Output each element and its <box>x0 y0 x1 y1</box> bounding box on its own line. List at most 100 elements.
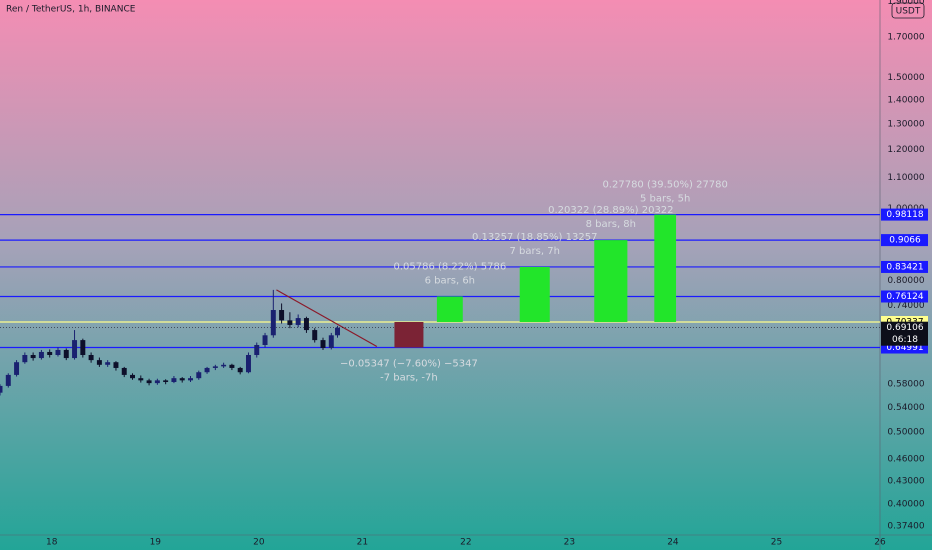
candle-body <box>204 367 210 373</box>
candle-body <box>335 327 340 336</box>
countdown: 06:18 <box>892 335 918 345</box>
level-price-box <box>881 208 928 221</box>
candle-body <box>287 320 293 325</box>
candle-body <box>138 378 144 381</box>
y-tick-label: 0.40000 <box>887 500 924 510</box>
candle-body <box>245 354 251 373</box>
y-tick-label: 0.50000 <box>887 428 924 438</box>
candle-body <box>5 374 11 386</box>
candle-body <box>303 318 309 331</box>
y-tick-label: 0.37400 <box>887 521 924 531</box>
candle-body <box>14 362 20 375</box>
range-bars: 5 bars, 5h <box>640 194 690 205</box>
range-box <box>654 214 677 323</box>
range-box <box>436 296 463 323</box>
candle-body <box>254 344 260 355</box>
candle-body <box>55 349 61 355</box>
y-tick-label: 0.54000 <box>887 403 924 413</box>
x-tick-label: 18 <box>46 538 58 548</box>
candle-body <box>22 354 28 363</box>
range-box <box>594 240 628 323</box>
x-tick-label: 26 <box>874 538 886 548</box>
x-tick-label: 21 <box>357 538 368 548</box>
candle-body <box>130 374 136 379</box>
range-label: −0.05347 (−7.60%) −5347 <box>340 359 478 370</box>
candle-body <box>0 385 3 393</box>
candle-body <box>262 335 268 345</box>
trendline <box>276 289 378 347</box>
candle-body <box>312 330 318 341</box>
y-tick-label: 1.30000 <box>887 119 924 129</box>
candle-body <box>237 367 243 373</box>
x-tick-label: 20 <box>253 538 265 548</box>
candle-body <box>121 367 127 375</box>
candle-body <box>96 360 102 365</box>
candle-body <box>171 378 177 383</box>
candle-body <box>188 378 193 381</box>
candle-body <box>63 349 69 359</box>
y-tick-label: 0.58000 <box>887 380 924 390</box>
level-price-box <box>881 234 928 247</box>
y-tick-label: 0.74000 <box>887 301 924 311</box>
y-tick-label: 1.90000 <box>887 0 924 7</box>
y-tick-label: 0.43000 <box>887 476 924 486</box>
level-price-label: 0.64991 <box>886 343 923 353</box>
currency-box <box>891 2 925 19</box>
y-tick-label: 0.80000 <box>887 276 924 286</box>
chart-title: Ren / TetherUS, 1h, BINANCE <box>6 5 136 15</box>
candle-body <box>229 364 235 368</box>
candle-body <box>212 366 218 368</box>
last-price-box <box>881 321 928 346</box>
range-bars: -7 bars, -7h <box>380 373 438 384</box>
candle-body <box>105 362 111 365</box>
level-price-label: 0.76124 <box>886 292 923 302</box>
range-box <box>394 322 424 348</box>
x-tick-label: 19 <box>150 538 162 548</box>
range-bars: 6 bars, 6h <box>425 275 475 286</box>
x-tick-label: 25 <box>771 538 782 548</box>
candle-body <box>80 340 86 355</box>
candle-body <box>320 340 326 348</box>
x-tick-label: 23 <box>564 538 575 548</box>
level-price-label: 0.98118 <box>886 210 923 220</box>
y-tick-label: 1.70000 <box>887 33 924 43</box>
candle-body <box>113 362 119 368</box>
candle-body <box>154 380 160 384</box>
level-price-label: 0.9066 <box>889 236 921 246</box>
y-tick-label: 0.46000 <box>887 455 924 465</box>
level-price-label: 0.83421 <box>886 262 923 272</box>
range-label: 0.20322 (28.89%) 20322 <box>548 205 673 216</box>
range-label: 0.05786 (8.22%) 5786 <box>393 261 506 272</box>
candle-body <box>38 351 44 359</box>
candle-body <box>221 364 227 367</box>
candle-body <box>179 378 185 381</box>
y-tick-label: 1.50000 <box>887 73 924 83</box>
candle-body <box>270 310 276 336</box>
candle-body <box>146 380 152 384</box>
candle-body <box>72 340 78 359</box>
x-tick-label: 24 <box>667 538 679 548</box>
level-price-box <box>881 260 928 273</box>
y-tick-label: 1.20000 <box>887 145 924 155</box>
last-price-label: 0.69106 <box>886 323 923 333</box>
candle-body <box>196 372 202 379</box>
y-tick-label: 1.10000 <box>887 173 924 183</box>
candle-body <box>295 318 301 325</box>
range-label: 0.27780 (39.50%) 27780 <box>602 180 727 191</box>
candle-body <box>47 351 53 355</box>
level-price-box <box>881 290 928 303</box>
candle-body <box>30 354 36 359</box>
currency: USDT <box>896 7 921 17</box>
candle-body <box>279 310 285 321</box>
range-bars: 7 bars, 7h <box>510 246 560 257</box>
range-bars: 8 bars, 8h <box>586 219 636 230</box>
range-label: 0.13257 (18.85%) 13257 <box>472 232 597 243</box>
candle-body <box>163 380 169 383</box>
y-tick-label: 1.40000 <box>887 95 924 105</box>
range-box <box>519 266 550 323</box>
x-tick-label: 22 <box>460 538 471 548</box>
candle-body <box>88 354 94 361</box>
candle-body <box>328 335 334 348</box>
